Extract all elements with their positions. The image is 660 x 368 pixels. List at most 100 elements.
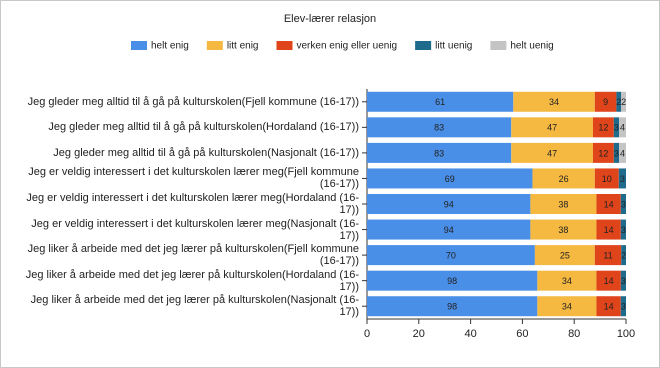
data-label: 70 — [446, 250, 456, 260]
legend-swatch — [276, 41, 293, 50]
data-label: 11 — [603, 250, 612, 260]
data-label: 14 — [604, 302, 614, 312]
data-label: 61 — [435, 97, 445, 107]
data-label: 25 — [560, 250, 570, 260]
legend-label: litt uenig — [435, 41, 472, 52]
data-label: 34 — [562, 302, 572, 312]
bar-segment — [592, 142, 614, 163]
bar-segment — [511, 142, 593, 163]
data-label: 14 — [604, 276, 614, 286]
data-label: 12 — [598, 148, 608, 158]
x-tick-label: 80 — [568, 328, 580, 340]
data-label: 3 — [614, 148, 619, 158]
bar-segment — [596, 270, 621, 291]
legend-label: verken enig eller uenig — [297, 41, 398, 52]
data-label: 98 — [447, 302, 457, 312]
x-tick-label: 20 — [413, 328, 425, 340]
bar-segment — [620, 219, 626, 240]
data-label: 2 — [616, 97, 621, 107]
data-label: 3 — [621, 276, 626, 286]
bar-segment — [619, 142, 626, 163]
bar-segment — [530, 219, 597, 240]
legend-swatch — [490, 41, 507, 50]
bar-segment — [613, 142, 620, 163]
data-label: 94 — [444, 199, 454, 209]
bar-segment — [594, 168, 619, 189]
y-tick-label: Jeg er veldig interessert i det kultursk… — [26, 192, 359, 216]
data-label: 83 — [434, 148, 444, 158]
data-label: 34 — [549, 97, 559, 107]
legend-swatch — [131, 41, 147, 50]
x-tick-label: 60 — [516, 328, 528, 340]
bar-segment — [367, 91, 514, 112]
data-label: 3 — [621, 225, 626, 235]
legend-swatch — [206, 41, 223, 50]
data-label: 94 — [444, 225, 454, 235]
y-tick-label: Jeg liker å arbeide med det jeg lærer på… — [30, 294, 359, 319]
bar-segment — [367, 270, 538, 291]
legend-label: helt enig — [151, 41, 189, 52]
data-label: 4 — [620, 123, 625, 133]
bar-segment — [620, 194, 626, 214]
data-label: 83 — [434, 123, 444, 133]
data-label: 14 — [604, 225, 614, 235]
data-label: 34 — [562, 276, 572, 286]
bar-segment — [367, 296, 538, 317]
bar-segment — [537, 270, 597, 291]
bar-segment — [511, 117, 593, 138]
bar-segment — [621, 245, 626, 266]
bar-segment — [534, 245, 595, 266]
bar-segment — [596, 296, 621, 317]
bar-segment — [596, 219, 621, 240]
bar-segment — [367, 245, 535, 266]
data-label: 47 — [547, 123, 557, 133]
bar-segment — [592, 117, 614, 138]
bar-segment — [367, 117, 512, 138]
bar-segment — [619, 117, 626, 138]
data-label: 69 — [445, 174, 455, 184]
bar-segment — [530, 194, 597, 214]
x-tick-label: 100 — [617, 328, 635, 340]
bar-segment — [620, 270, 626, 291]
x-tick-label: 40 — [464, 328, 476, 340]
bar-segment — [367, 219, 531, 240]
data-label: 4 — [620, 148, 625, 158]
y-tick-label: Jeg er veldig interessert i det kultursk… — [31, 217, 359, 242]
data-label: 3 — [620, 174, 625, 184]
bar-segment — [594, 91, 617, 112]
bar-segment — [613, 117, 620, 138]
y-tick-label: Jeg liker å arbeide med det jeg lærer på… — [25, 268, 359, 293]
data-label: 3 — [614, 123, 619, 133]
legend-swatch — [415, 41, 432, 50]
bar-segment — [367, 168, 533, 189]
bar-segment — [367, 142, 512, 163]
bar-segment — [618, 168, 626, 189]
data-label: 9 — [603, 97, 608, 107]
data-label: 10 — [602, 174, 612, 184]
data-label: 12 — [598, 123, 608, 133]
bar-segment — [620, 296, 626, 317]
bar-segment — [367, 194, 531, 214]
y-tick-label: Jeg gleder meg alltid til å gå på kultur… — [53, 146, 359, 159]
data-label: 2 — [621, 250, 626, 260]
bar-segment — [594, 245, 622, 266]
bar-segment — [532, 168, 595, 189]
data-label: 47 — [547, 148, 557, 158]
data-label: 3 — [621, 199, 626, 209]
x-tick-label: 0 — [364, 328, 370, 340]
chart-title: Elev-lærer relasjon — [284, 13, 376, 25]
y-tick-label: Jeg liker å arbeide med det jeg lærer på… — [27, 243, 359, 268]
data-label: 98 — [447, 276, 457, 286]
data-label: 14 — [604, 199, 614, 209]
data-label: 38 — [558, 199, 568, 209]
data-label: 38 — [558, 225, 568, 235]
data-label: 3 — [621, 302, 626, 312]
y-tick-label: Jeg gleder meg alltid til å gå på kultur… — [27, 95, 359, 108]
bar-segment — [621, 91, 626, 112]
bar-segment — [616, 91, 622, 112]
bar-segment — [537, 296, 597, 317]
data-label: 2 — [621, 97, 626, 107]
y-tick-label: Jeg er veldig interessert i det kultursk… — [28, 166, 359, 191]
